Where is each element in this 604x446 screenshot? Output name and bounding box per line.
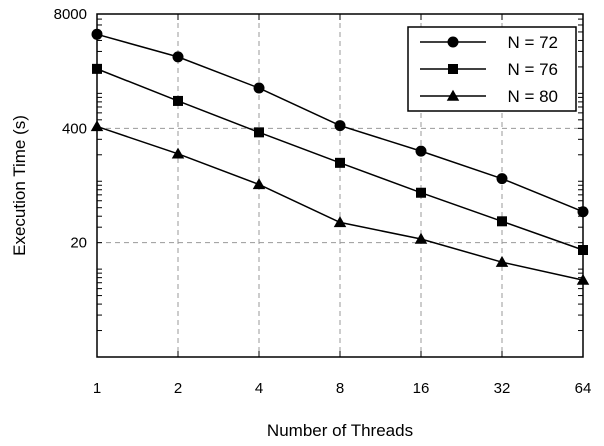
data-point-square	[448, 64, 458, 74]
data-point-circle	[577, 206, 589, 218]
data-point-circle	[334, 120, 346, 132]
y-tick-labels: 20 400 8000	[54, 6, 87, 252]
series-2	[92, 63, 588, 256]
legend-item: N = 72	[420, 33, 558, 52]
x-tick-label: 32	[494, 380, 511, 397]
x-tick-labels: 1 2 4 8 16 32 64	[93, 380, 592, 397]
data-point-square	[335, 157, 345, 168]
minor-ticks	[96, 14, 584, 357]
y-tick-label: 8000	[54, 6, 87, 23]
data-point-square	[497, 216, 507, 227]
legend-label: N = 76	[507, 60, 558, 79]
data-point-circle	[253, 82, 265, 94]
x-tick-label: 1	[93, 380, 101, 397]
x-tick-label: 4	[255, 380, 263, 397]
legend-label: N = 72	[507, 33, 558, 52]
data-point-triangle	[414, 232, 428, 244]
x-tick-label: 8	[336, 380, 344, 397]
series-3	[90, 120, 590, 285]
data-point-circle	[447, 36, 459, 48]
y-axis-title: Execution Time (s)	[10, 115, 29, 256]
data-point-square	[92, 63, 102, 74]
data-point-triangle	[446, 89, 460, 101]
data-point-triangle	[171, 147, 185, 159]
data-point-square	[173, 95, 183, 106]
x-axis-title: Number of Threads	[267, 421, 413, 440]
data-point-triangle	[576, 273, 590, 285]
y-tick-label: 400	[62, 120, 87, 137]
data-point-triangle	[495, 255, 509, 267]
series-1	[91, 28, 589, 218]
data-point-triangle	[90, 120, 104, 132]
data-point-circle	[496, 173, 508, 185]
legend-item: N = 76	[420, 60, 558, 79]
y-tick-label: 20	[70, 235, 87, 252]
x-tick-label: 2	[174, 380, 182, 397]
series-layer	[90, 28, 590, 285]
data-point-triangle	[333, 216, 347, 228]
x-tick-label: 16	[413, 380, 430, 397]
data-point-circle	[172, 51, 184, 63]
legend: N = 72 N = 76 N = 80	[407, 26, 577, 112]
legend-label: N = 80	[507, 87, 558, 106]
legend-item: N = 80	[420, 87, 558, 106]
data-point-circle	[415, 145, 427, 157]
data-point-square	[254, 127, 264, 138]
data-point-triangle	[252, 178, 266, 190]
data-point-circle	[91, 28, 103, 40]
x-tick-label: 64	[575, 380, 592, 397]
data-point-square	[416, 187, 426, 198]
data-point-square	[578, 245, 588, 256]
